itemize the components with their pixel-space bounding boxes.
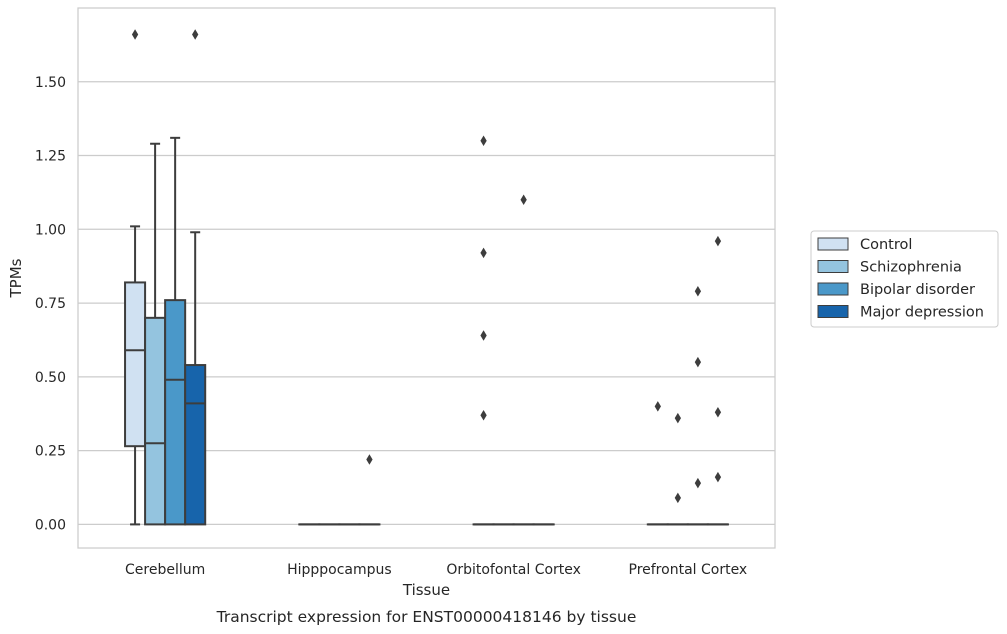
y-tick-label: 1.00 bbox=[35, 222, 66, 238]
box-iqr bbox=[144, 316, 167, 526]
x-tick-label: Cerebellum bbox=[125, 562, 205, 578]
outlier-point bbox=[480, 247, 487, 259]
x-axis-label: Tissue bbox=[402, 581, 450, 599]
y-tick-label: 0.00 bbox=[35, 517, 66, 533]
legend-swatch bbox=[817, 237, 849, 251]
outlier-point bbox=[714, 407, 722, 418]
chart-caption: Transcript expression for ENST0000041814… bbox=[216, 608, 637, 626]
outlier-point bbox=[694, 356, 702, 368]
box-control bbox=[472, 135, 495, 526]
box-iqr bbox=[184, 364, 207, 526]
y-tick-labels: 0.00 0.25 0.50 0.75 1.00 1.25 1.50 bbox=[35, 75, 66, 534]
box-iqr bbox=[124, 281, 147, 448]
box-major-depression bbox=[358, 454, 381, 526]
outlier-point bbox=[714, 471, 722, 483]
x-tick-label: Orbitofontal Cortex bbox=[446, 562, 581, 578]
y-tick-label: 0.50 bbox=[35, 370, 66, 386]
legend-label: Control bbox=[860, 237, 912, 253]
y-tick-label: 1.50 bbox=[35, 75, 66, 91]
legend-label: Major depression bbox=[860, 305, 984, 321]
outlier-point bbox=[674, 412, 682, 424]
outlier-point bbox=[480, 135, 487, 147]
box-bipolar-disorder bbox=[686, 286, 709, 526]
legend-label: Schizophrenia bbox=[860, 260, 962, 276]
box-bipolar-disorder bbox=[164, 136, 187, 526]
outlier-point bbox=[674, 492, 682, 504]
x-tick-labels: Cerebellum Hipppocampus Orbitofontal Corte… bbox=[125, 562, 747, 578]
x-tick-label: Hipppocampus bbox=[287, 562, 392, 578]
y-tick-label: 0.75 bbox=[35, 296, 66, 312]
legend-swatch bbox=[817, 282, 849, 296]
outlier-point bbox=[714, 235, 722, 247]
y-axis-label: TPMs bbox=[7, 258, 25, 298]
box-major-depression bbox=[706, 235, 729, 526]
box-control bbox=[124, 29, 147, 526]
legend-frame bbox=[810, 230, 999, 328]
box-iqr bbox=[164, 299, 187, 526]
legend: Control Schizophrenia Bipolar disorder Majo… bbox=[810, 230, 999, 328]
box-major-depression bbox=[184, 29, 207, 526]
outlier-point bbox=[694, 286, 702, 297]
plot-frame bbox=[77, 7, 776, 549]
outlier-point bbox=[654, 401, 661, 412]
outlier-point bbox=[480, 330, 487, 341]
legend-swatch bbox=[817, 305, 849, 318]
y-tick-label: 0.25 bbox=[35, 444, 66, 460]
outlier-point bbox=[131, 29, 139, 40]
outlier-point bbox=[192, 29, 199, 40]
outlier-point bbox=[366, 454, 373, 465]
outlier-point bbox=[480, 409, 487, 421]
legend-label: Bipolar disorder bbox=[860, 282, 975, 298]
y-tick-label: 1.25 bbox=[35, 149, 66, 165]
boxes bbox=[124, 29, 729, 526]
x-tick-label: Prefrontal Cortex bbox=[629, 562, 748, 578]
outlier-point bbox=[694, 477, 702, 489]
legend-swatch bbox=[817, 260, 849, 273]
outlier-point bbox=[520, 194, 527, 206]
